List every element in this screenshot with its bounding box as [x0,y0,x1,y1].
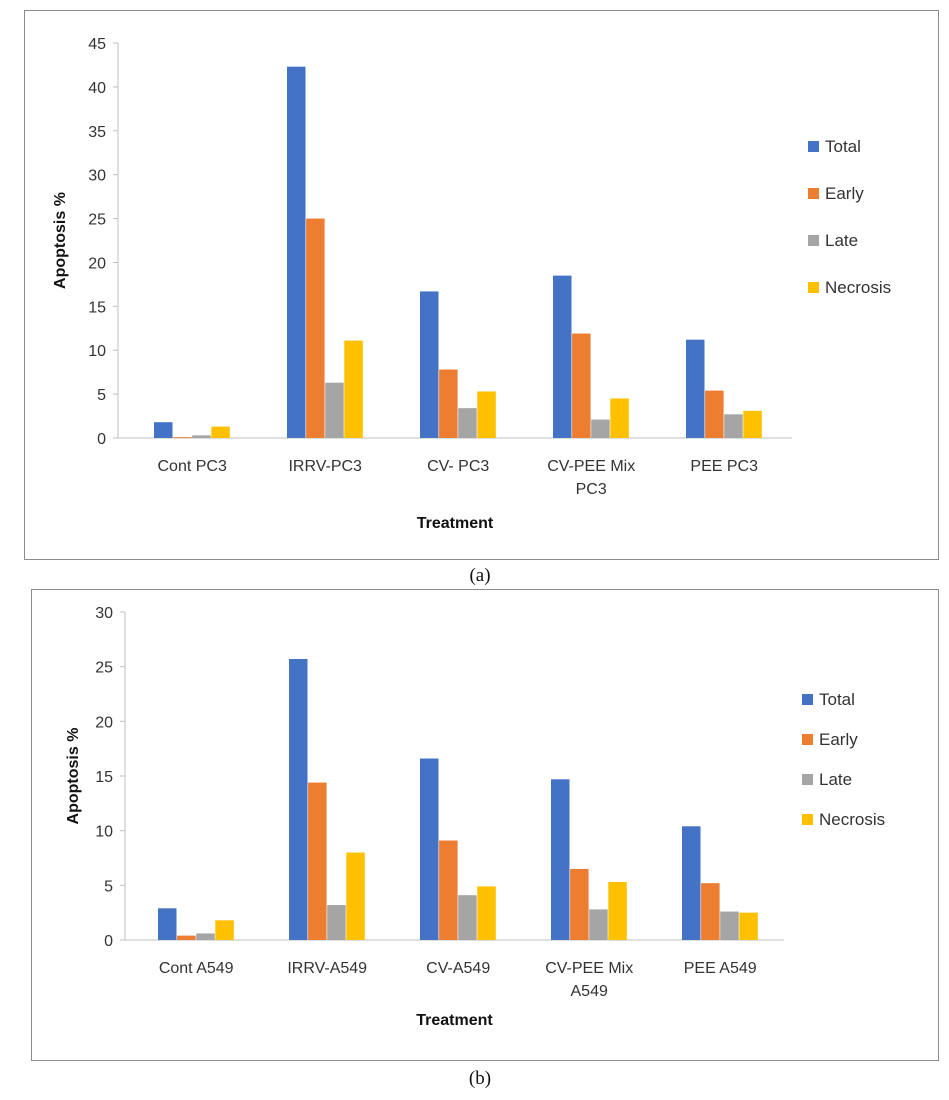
bar-total [158,908,177,940]
x-tick-label: Cont PC3 [158,458,227,475]
legend-label-late: Late [819,770,852,789]
y-tick-label: 10 [95,824,113,841]
chart-b: 0 5 10 15 20 25 30 Cont A549 IRRV-A549 CV-A549 CV-… [65,605,885,1029]
x-tick-label: PEE A549 [684,960,757,977]
bar-total [289,659,308,940]
legend-label-late: Late [825,231,858,250]
bar-early [572,333,591,438]
x-tick-label: CV- PC3 [427,458,489,475]
y-tick-label: 30 [95,605,113,622]
bar-necrosis [610,398,629,438]
bar-early [439,369,458,438]
bar-early [701,883,720,940]
bar-necrosis [608,882,627,940]
bar-early [308,782,327,940]
x-tick-label: CV-PEE Mix [545,960,633,977]
bar-early [177,935,196,940]
x-tick-label: IRRV-PC3 [288,458,362,475]
legend-swatch-total [808,141,819,152]
chart-panel-b: 0 5 10 15 20 25 30 Cont A549 IRRV-A549 CV-A549 CV-… [31,589,939,1061]
caption-b: (b) [468,1068,492,1089]
bar-late [196,933,215,940]
legend-swatch-late [802,774,813,785]
x-tick-label: A549 [571,983,608,1000]
y-axis-title: Apoptosis % [52,192,69,289]
legend-label-necrosis: Necrosis [819,810,885,829]
y-tick-label: 25 [95,660,113,677]
y-axis-title: Apoptosis % [65,728,82,825]
bar-necrosis [344,340,363,438]
bar-total [154,422,173,438]
legend-label-total: Total [819,690,855,709]
bar-early [306,218,325,438]
y-tick-label: 25 [88,212,106,229]
legend-swatch-early [808,188,819,199]
bar-necrosis [211,426,230,438]
legend-label-early: Early [819,730,858,749]
y-tick-label: 15 [95,769,113,786]
y-tick-label: 20 [88,255,106,272]
bar-necrosis [215,920,234,940]
bar-late [192,435,211,438]
y-tick-label: 45 [88,36,106,53]
legend-label-early: Early [825,184,864,203]
bar-necrosis [743,410,762,438]
x-tick-label: Cont A549 [159,960,234,977]
bar-total [551,779,570,940]
y-tick-label: 10 [88,343,106,360]
bar-late [458,895,477,940]
bar-total [420,291,439,438]
legend-label-total: Total [825,137,861,156]
y-tick-label: 5 [104,878,113,895]
bar-late [327,905,346,940]
bar-total [287,66,306,438]
legend-label-necrosis: Necrosis [825,278,891,297]
bar-late [458,408,477,438]
legend-swatch-total [802,694,813,705]
x-tick-label: IRRV-A549 [287,960,367,977]
x-tick-label: PC3 [576,481,607,498]
y-tick-label: 0 [104,933,113,950]
bar-early [173,437,192,438]
bar-early [705,390,724,438]
bar-early [439,840,458,940]
legend-swatch-early [802,734,813,745]
bar-late [589,909,608,940]
bar-late [720,911,739,940]
bar-necrosis [346,852,365,940]
y-tick-label: 5 [97,387,106,404]
bar-early [570,868,589,940]
legend-swatch-late [808,235,819,246]
caption-a: (a) [469,565,491,586]
bar-late [724,414,743,438]
y-tick-label: 15 [88,299,106,316]
bar-necrosis [739,912,758,940]
bar-late [325,382,344,438]
chart-a: 0 5 10 15 20 25 30 35 40 45 Cont PC3 IRRV-PC3 CV- PC… [52,36,891,532]
bar-total [682,826,701,940]
bar-late [591,419,610,438]
y-tick-label: 30 [88,168,106,185]
x-tick-label: PEE PC3 [690,458,758,475]
bar-total [420,758,439,940]
x-tick-label: CV-A549 [426,960,490,977]
x-axis-title: Treatment [417,515,494,532]
y-tick-label: 0 [97,431,106,448]
bar-total [553,275,572,438]
x-axis-title: Treatment [416,1012,493,1029]
y-tick-label: 35 [88,124,106,141]
bar-total [686,339,705,438]
legend-swatch-necrosis [802,814,813,825]
legend-swatch-necrosis [808,282,819,293]
y-tick-label: 40 [88,80,106,97]
bar-necrosis [477,886,496,940]
chart-panel-a: 0 5 10 15 20 25 30 35 40 45 Cont PC3 IRRV-PC3 CV- PC… [24,10,939,560]
y-tick-label: 20 [95,714,113,731]
x-tick-label: CV-PEE Mix [547,458,635,475]
bar-necrosis [477,391,496,438]
